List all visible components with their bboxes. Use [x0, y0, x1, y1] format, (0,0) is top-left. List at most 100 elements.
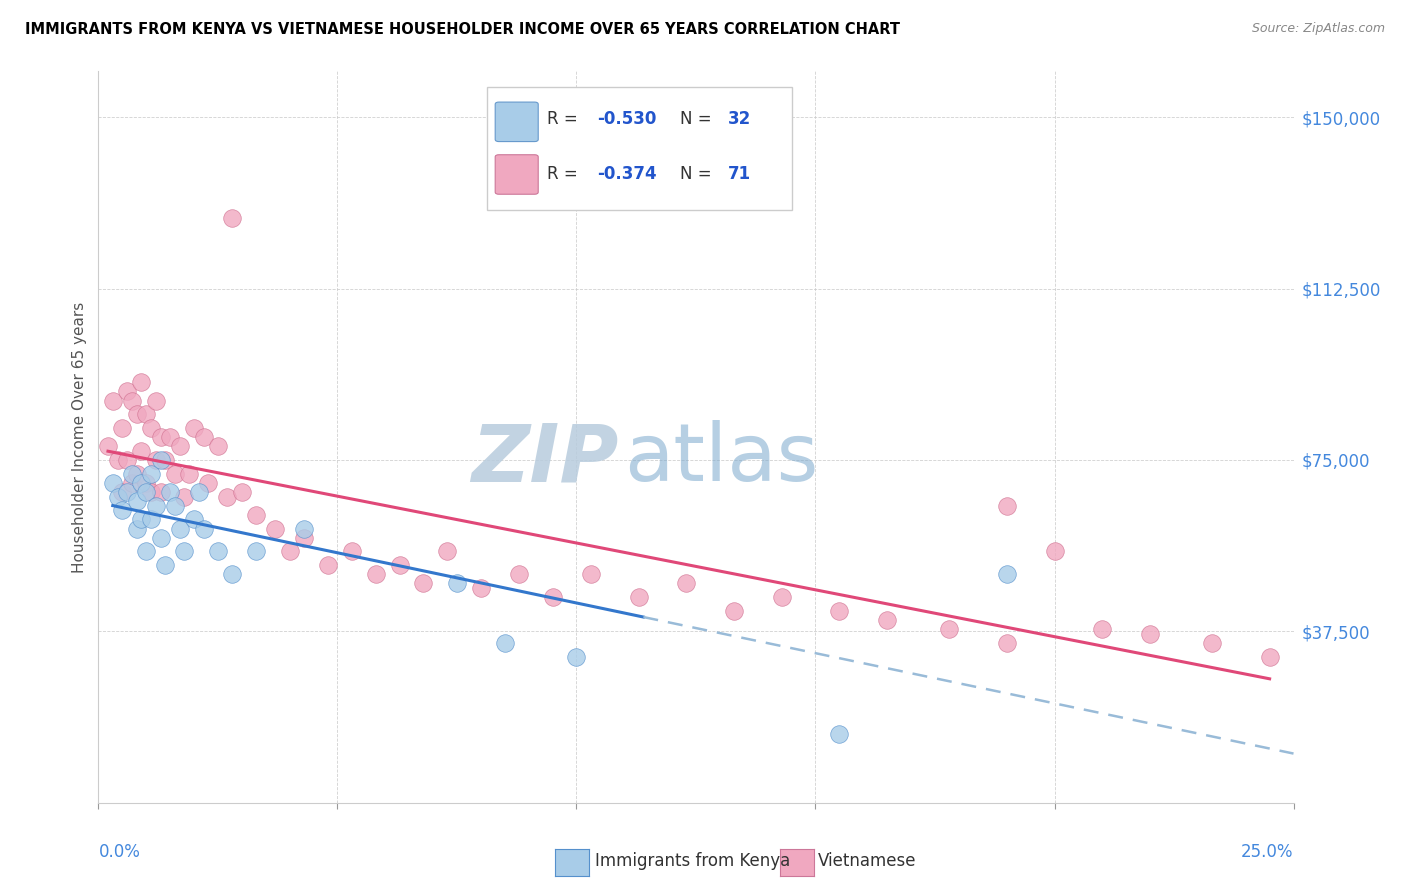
Text: -0.374: -0.374	[596, 165, 657, 183]
Point	[163, 499, 186, 513]
Point	[1201, 636, 1223, 650]
Point	[470, 581, 492, 595]
Point	[107, 453, 129, 467]
Point	[207, 544, 229, 558]
Point	[1043, 544, 1066, 558]
Point	[292, 531, 315, 545]
Point	[197, 475, 219, 490]
Text: atlas: atlas	[624, 420, 818, 498]
Point	[101, 475, 124, 490]
Point	[187, 485, 209, 500]
Text: Vietnamese: Vietnamese	[818, 852, 917, 870]
Point	[97, 439, 120, 453]
Point	[446, 576, 468, 591]
Point	[149, 531, 172, 545]
Point	[278, 544, 301, 558]
Point	[101, 393, 124, 408]
Point	[183, 421, 205, 435]
Point	[139, 485, 162, 500]
Point	[149, 485, 172, 500]
Point	[111, 503, 134, 517]
Point	[135, 407, 157, 421]
Point	[155, 558, 177, 573]
Text: ZIP: ZIP	[471, 420, 619, 498]
Point	[131, 443, 153, 458]
Point	[139, 421, 162, 435]
Point	[173, 490, 195, 504]
Point	[121, 475, 143, 490]
Text: R =: R =	[547, 165, 582, 183]
Text: N =: N =	[681, 110, 717, 128]
Point	[159, 485, 181, 500]
Point	[508, 567, 530, 582]
Point	[436, 544, 458, 558]
Point	[169, 439, 191, 453]
Text: Source: ZipAtlas.com: Source: ZipAtlas.com	[1251, 22, 1385, 36]
Point	[121, 467, 143, 481]
Point	[675, 576, 697, 591]
Point	[221, 211, 243, 225]
Point	[115, 453, 138, 467]
Point	[412, 576, 434, 591]
Point	[155, 453, 177, 467]
Point	[207, 439, 229, 453]
Text: Immigrants from Kenya: Immigrants from Kenya	[595, 852, 790, 870]
Point	[264, 521, 287, 535]
Point	[111, 485, 134, 500]
Point	[149, 453, 172, 467]
Point	[135, 544, 157, 558]
Point	[125, 494, 148, 508]
Point	[245, 508, 267, 522]
Point	[995, 567, 1018, 582]
Text: IMMIGRANTS FROM KENYA VS VIETNAMESE HOUSEHOLDER INCOME OVER 65 YEARS CORRELATION: IMMIGRANTS FROM KENYA VS VIETNAMESE HOUS…	[25, 22, 900, 37]
Point	[173, 544, 195, 558]
Point	[995, 499, 1018, 513]
Point	[115, 485, 138, 500]
Point	[115, 384, 138, 399]
FancyBboxPatch shape	[486, 87, 792, 211]
Point	[139, 467, 162, 481]
Point	[125, 521, 148, 535]
Point	[995, 636, 1018, 650]
Point	[183, 512, 205, 526]
Point	[179, 467, 201, 481]
Point	[876, 613, 898, 627]
Point	[125, 407, 148, 421]
Text: 25.0%: 25.0%	[1241, 843, 1294, 861]
Point	[828, 604, 851, 618]
Point	[131, 475, 153, 490]
Point	[125, 467, 148, 481]
Point	[193, 430, 215, 444]
Point	[159, 430, 181, 444]
Point	[1139, 626, 1161, 640]
Point	[131, 512, 153, 526]
Point	[340, 544, 363, 558]
Point	[770, 590, 793, 604]
Text: 32: 32	[728, 110, 751, 128]
Point	[131, 375, 153, 389]
Point	[163, 467, 186, 481]
Point	[938, 622, 960, 636]
Point	[111, 421, 134, 435]
Point	[1091, 622, 1114, 636]
Text: 71: 71	[728, 165, 751, 183]
Text: R =: R =	[547, 110, 582, 128]
Point	[149, 430, 172, 444]
Text: 0.0%: 0.0%	[98, 843, 141, 861]
Point	[245, 544, 267, 558]
Point	[139, 512, 162, 526]
FancyBboxPatch shape	[495, 154, 538, 194]
Point	[579, 567, 602, 582]
FancyBboxPatch shape	[495, 102, 538, 142]
Point	[364, 567, 387, 582]
Point	[145, 499, 167, 513]
Point	[145, 393, 167, 408]
Point	[217, 490, 239, 504]
Point	[627, 590, 650, 604]
Point	[121, 393, 143, 408]
Point	[828, 727, 851, 741]
Point	[292, 521, 315, 535]
Point	[541, 590, 564, 604]
Point	[494, 636, 516, 650]
Point	[193, 521, 215, 535]
